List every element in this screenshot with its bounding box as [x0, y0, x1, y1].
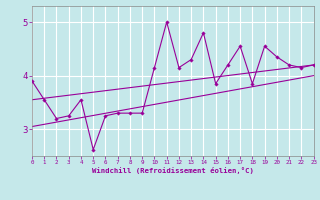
X-axis label: Windchill (Refroidissement éolien,°C): Windchill (Refroidissement éolien,°C) — [92, 167, 254, 174]
